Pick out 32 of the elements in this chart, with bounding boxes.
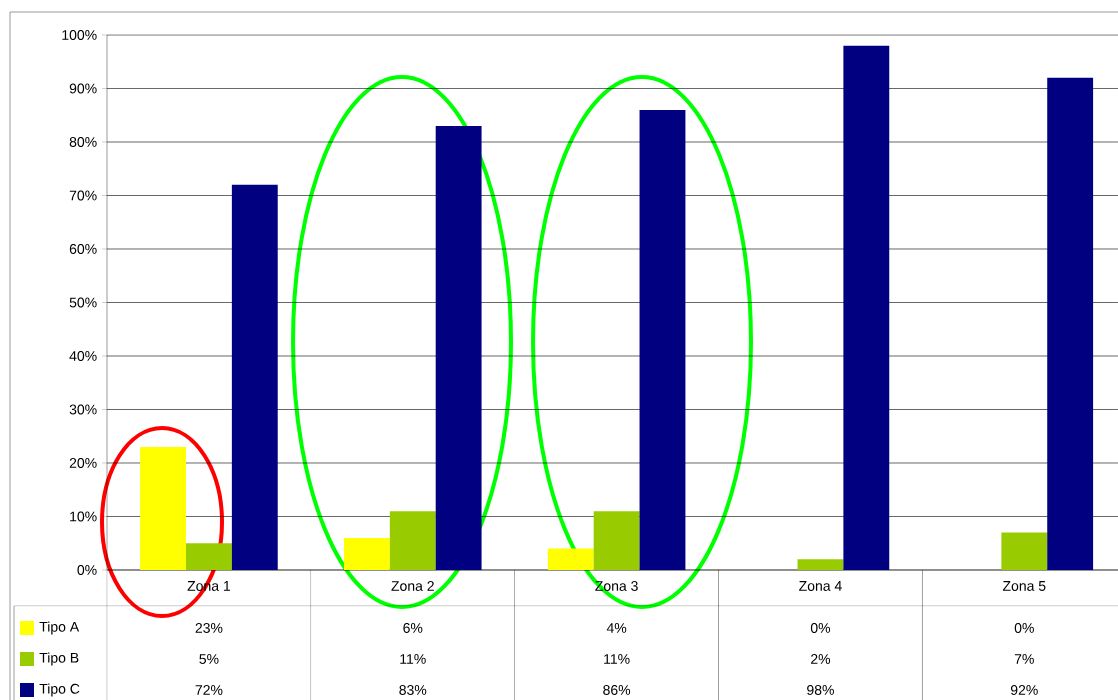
data-label: 4% bbox=[606, 623, 627, 633]
data-label: 2% bbox=[811, 654, 831, 664]
data-label: 11% bbox=[604, 654, 630, 664]
y-tick-label: 70% bbox=[69, 190, 97, 201]
y-tick-label: 50% bbox=[69, 297, 97, 308]
data-label: 11% bbox=[400, 654, 426, 664]
y-tick-label: 0% bbox=[77, 565, 97, 575]
x-tick-label: Zona 5 bbox=[1002, 581, 1046, 591]
y-tick-label: 60% bbox=[69, 244, 97, 254]
data-label: 7% bbox=[1014, 654, 1034, 664]
legend-label: Tipo C bbox=[39, 683, 80, 697]
y-tick-label: 80% bbox=[69, 137, 97, 147]
data-label: 0% bbox=[810, 623, 831, 633]
y-tick-label: 10% bbox=[70, 511, 97, 522]
data-label: 86% bbox=[603, 685, 631, 695]
y-tick-label: 100% bbox=[62, 30, 97, 40]
data-label: 92% bbox=[1010, 685, 1038, 695]
y-tick-label: 20% bbox=[69, 458, 97, 468]
y-tick-label: 90% bbox=[69, 83, 97, 94]
data-label: 0% bbox=[1014, 623, 1034, 633]
data-label: 83% bbox=[399, 685, 427, 695]
y-tick-label: 40% bbox=[69, 351, 97, 361]
legend-label: Tipo A bbox=[39, 621, 80, 635]
y-tick-label: 30% bbox=[69, 404, 97, 415]
data-label: 23% bbox=[195, 623, 223, 633]
x-tick-label: Zona 4 bbox=[799, 581, 842, 591]
data-label: 5% bbox=[199, 654, 219, 664]
data-label: 6% bbox=[403, 623, 423, 633]
data-label: 72% bbox=[195, 685, 223, 695]
data-label: 98% bbox=[807, 685, 834, 695]
x-tick-label: Zona 2 bbox=[391, 581, 434, 591]
legend-label: Tipo B bbox=[39, 652, 79, 666]
